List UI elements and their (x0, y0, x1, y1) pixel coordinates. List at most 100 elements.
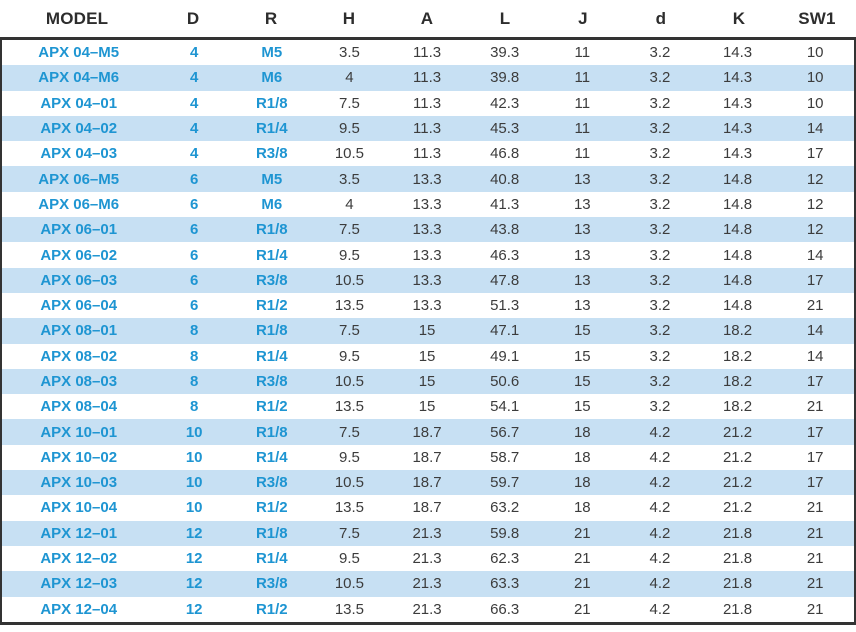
cell-a: 13.3 (412, 195, 442, 213)
cell-a: 21.3 (412, 524, 442, 542)
table-row: APX 12–03 12 R3/8 10.5 21.3 63.3 21 4.2 21.8 21 (2, 571, 854, 597)
cell-model: APX 06–01 (40, 221, 118, 239)
cell-a: 13.3 (412, 170, 442, 188)
cell-a: 13.3 (412, 246, 442, 264)
cell-d: 3.2 (649, 120, 671, 138)
cell-h: 7.5 (338, 524, 360, 542)
cell-d: 8 (190, 347, 199, 365)
cell-model: APX 12–03 (40, 575, 118, 593)
cell-d: 4.2 (649, 550, 671, 568)
cell-r: R1/4 (255, 246, 288, 264)
cell-r: R1/8 (255, 423, 288, 441)
cell-l: 59.8 (490, 524, 520, 542)
table-row: APX 10–02 10 R1/4 9.5 18.7 58.7 18 4.2 21.2 17 (2, 444, 854, 471)
cell-r: R1/4 (255, 448, 288, 466)
cell-model: APX 08–02 (40, 347, 118, 365)
cell-j: 18 (573, 474, 591, 492)
cell-k: 18.2 (722, 398, 753, 416)
column-header-model: MODEL (45, 8, 109, 28)
cell-h: 3.5 (338, 44, 360, 62)
cell-a: 18.7 (412, 474, 442, 492)
cell-d: 12 (185, 600, 203, 618)
table-row: APX 12–02 12 R1/4 9.5 21.3 62.3 21 4.2 21.8 21 (2, 545, 854, 572)
column-header-r: R (264, 8, 278, 28)
table-row: APX 06–03 6 R3/8 10.5 13.3 47.8 13 3.2 14.8 17 (2, 267, 854, 293)
cell-d: 4.2 (649, 423, 671, 441)
cell-l: 63.2 (490, 499, 520, 517)
cell-sw1: 14 (806, 120, 824, 138)
cell-model: APX 06–M6 (38, 195, 120, 213)
cell-d: 4.2 (649, 524, 671, 542)
cell-k: 21.2 (722, 499, 753, 517)
cell-model: APX 08–01 (40, 322, 118, 340)
cell-model: APX 08–04 (40, 398, 118, 416)
cell-h: 10.5 (334, 575, 365, 593)
table-body: APX 04–M5 4 M5 3.5 11.3 39.3 11 3.2 14.3 10 APX 04… (0, 40, 856, 625)
cell-k: 14.8 (722, 297, 753, 315)
cell-d: 3.2 (649, 297, 671, 315)
cell-d: 4 (190, 44, 199, 62)
cell-j: 21 (573, 524, 591, 542)
cell-r: R1/2 (255, 600, 288, 618)
cell-sw1: 17 (806, 373, 824, 390)
cell-h: 7.5 (338, 221, 360, 239)
cell-d: 8 (190, 373, 199, 390)
cell-j: 13 (573, 271, 591, 289)
table-row: APX 10–01 10 R1/8 7.5 18.7 56.7 18 4.2 21.2 17 (2, 419, 854, 445)
cell-d: 3.2 (649, 170, 671, 188)
cell-d: 12 (185, 575, 203, 593)
table-row: APX 12–01 12 R1/8 7.5 21.3 59.8 21 4.2 21.8 21 (2, 520, 854, 546)
cell-d: 3.2 (649, 246, 671, 264)
cell-l: 58.7 (490, 448, 520, 466)
cell-sw1: 10 (806, 69, 824, 87)
cell-r: R1/8 (255, 524, 288, 542)
cell-sw1: 10 (806, 44, 824, 62)
cell-h: 7.5 (338, 322, 360, 340)
cell-a: 18.7 (412, 423, 442, 441)
cell-l: 47.8 (490, 271, 520, 289)
column-header-j: J (578, 8, 588, 28)
cell-d: 4.2 (649, 600, 671, 618)
cell-h: 13.5 (334, 297, 365, 315)
header-divider-line (0, 37, 856, 40)
cell-l: 39.3 (490, 44, 520, 62)
table-row: APX 08–04 8 R1/2 13.5 15 54.1 15 3.2 18.2 21 (2, 394, 854, 420)
cell-d: 3.2 (649, 347, 671, 365)
table-row: APX 10–04 10 R1/2 13.5 18.7 63.2 18 4.2 21.2 21 (2, 495, 854, 521)
cell-sw1: 21 (806, 550, 824, 568)
cell-h: 9.5 (338, 550, 360, 568)
cell-j: 18 (573, 499, 591, 517)
cell-j: 11 (574, 120, 591, 138)
cell-a: 21.3 (412, 600, 442, 618)
cell-j: 13 (573, 246, 591, 264)
cell-model: APX 10–03 (40, 474, 118, 492)
cell-model: APX 12–04 (40, 600, 118, 618)
cell-l: 63.3 (490, 575, 520, 593)
cell-l: 59.7 (490, 474, 520, 492)
cell-a: 11.3 (413, 44, 442, 62)
cell-d: 12 (185, 524, 203, 542)
cell-h: 9.5 (338, 246, 360, 264)
cell-k: 14.3 (722, 94, 753, 112)
cell-r: R3/8 (255, 575, 288, 593)
cell-j: 13 (573, 297, 591, 315)
cell-d: 6 (190, 195, 199, 213)
cell-j: 11 (574, 69, 591, 87)
cell-d: 6 (190, 271, 199, 289)
cell-a: 18.7 (412, 448, 442, 466)
cell-j: 11 (574, 44, 591, 62)
cell-d: 8 (190, 398, 199, 416)
cell-model: APX 10–02 (40, 448, 118, 466)
cell-d: 8 (190, 322, 199, 340)
cell-k: 14.8 (722, 246, 753, 264)
table-row: APX 06–01 6 R1/8 7.5 13.3 43.8 13 3.2 14.8 12 (2, 217, 854, 243)
cell-l: 39.8 (490, 69, 520, 87)
cell-d: 3.2 (649, 373, 671, 390)
cell-model: APX 06–02 (40, 246, 118, 264)
table-row: APX 10–03 10 R3/8 10.5 18.7 59.7 18 4.2 21.2 17 (2, 470, 854, 496)
cell-k: 21.8 (722, 600, 753, 618)
cell-k: 18.2 (722, 322, 753, 340)
cell-d: 12 (185, 550, 203, 568)
cell-sw1: 12 (806, 221, 824, 239)
